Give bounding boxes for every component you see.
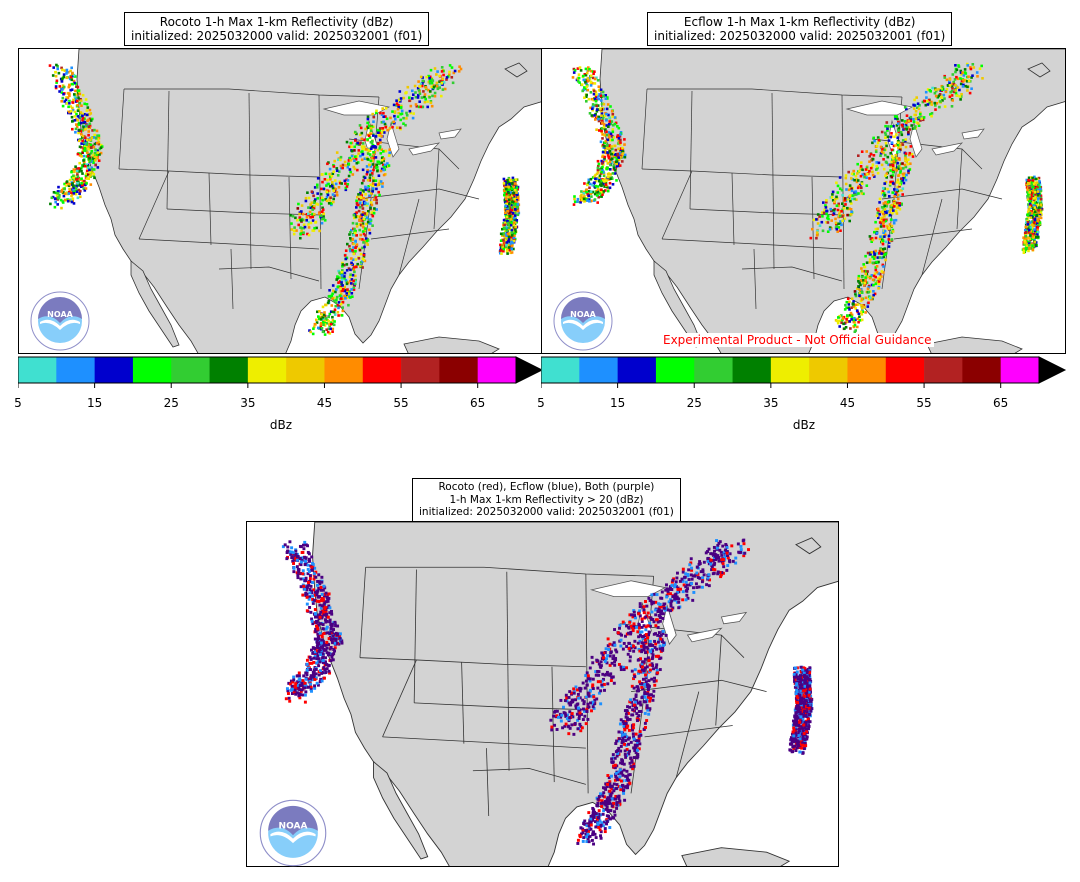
- rocoto-colorbar: [17, 356, 548, 431]
- difference-title-line1: Rocoto (red), Ecflow (blue), Both (purpl…: [438, 481, 655, 493]
- colorbar-segment: [171, 357, 210, 383]
- colorbar-segment: [209, 357, 249, 383]
- disclaimer-text: Experimental Product - Not Official Guid…: [660, 333, 935, 347]
- colorbar-tick-label: 35: [763, 396, 779, 410]
- rocoto-colorbar-title: dBz: [269, 418, 293, 432]
- colorbar-tick-label: 15: [86, 396, 103, 410]
- noaa-logo-icon: NOAA: [553, 291, 613, 351]
- colorbar-segment: [655, 357, 695, 383]
- ecflow-title-line1: Ecflow 1-h Max 1-km Reflectivity (dBz): [683, 15, 916, 29]
- colorbar-segment: [694, 357, 733, 383]
- colorbar-tick-label: 25: [686, 396, 702, 410]
- rocoto-title-line2: initialized: 2025032000 valid: 202503200…: [131, 29, 423, 43]
- noaa-logo-icon: NOAA: [30, 291, 90, 351]
- colorbar-segment: [362, 357, 402, 383]
- colorbar-segment: [94, 357, 134, 383]
- colorbar-segment: [56, 357, 95, 383]
- colorbar-segment: [885, 357, 925, 383]
- rocoto-title-line1: Rocoto 1-h Max 1-km Reflectivity (dBz): [159, 15, 394, 29]
- colorbar-segment: [847, 357, 887, 383]
- difference-map-svg: [247, 522, 838, 866]
- colorbar-extend-arrow: [1039, 357, 1065, 383]
- ecflow-colorbar-title: dBz: [792, 418, 816, 432]
- ecflow-title-line2: initialized: 2025032000 valid: 202503200…: [654, 29, 946, 43]
- colorbar-segment: [1000, 357, 1040, 383]
- colorbar-segment: [579, 357, 618, 383]
- colorbar-segment: [924, 357, 963, 383]
- colorbar-segment: [247, 357, 287, 383]
- colorbar-segment: [324, 357, 364, 383]
- colorbar-tick-label: 65: [993, 396, 1009, 410]
- colorbar-tick-label: 55: [916, 396, 932, 410]
- colorbar-segment: [18, 357, 57, 383]
- colorbar-tick-label: 65: [470, 396, 486, 410]
- colorbar-tick-label: 45: [839, 396, 856, 410]
- colorbar-segment: [477, 357, 517, 383]
- noaa-logo-icon: NOAA: [259, 799, 327, 867]
- ecflow-colorbar-svg: [540, 356, 1067, 388]
- colorbar-segment: [286, 357, 325, 383]
- colorbar-extend-arrow: [516, 357, 542, 383]
- rocoto-panel-title: Rocoto 1-h Max 1-km Reflectivity (dBz) i…: [124, 12, 430, 46]
- colorbar-segment: [809, 357, 848, 383]
- colorbar-segment: [132, 357, 172, 383]
- colorbar-tick-label: 5: [537, 396, 545, 410]
- colorbar-segment: [962, 357, 1001, 383]
- colorbar-tick-label: 5: [14, 396, 22, 410]
- rocoto-map: [18, 48, 543, 354]
- colorbar-tick-label: 45: [316, 396, 333, 410]
- rocoto-map-svg: [19, 49, 542, 353]
- colorbar-segment: [732, 357, 772, 383]
- colorbar-segment: [541, 357, 580, 383]
- rocoto-colorbar-svg: [17, 356, 544, 388]
- difference-title-line2: 1-h Max 1-km Reflectivity > 20 (dBz): [449, 493, 644, 506]
- colorbar-segment: [439, 357, 478, 383]
- ecflow-map-svg: [542, 49, 1065, 353]
- ecflow-colorbar: [540, 356, 1071, 431]
- colorbar-segment: [617, 357, 657, 383]
- difference-map: [246, 521, 839, 867]
- colorbar-segment: [770, 357, 810, 383]
- colorbar-segment: [401, 357, 440, 383]
- difference-panel-title: Rocoto (red), Ecflow (blue), Both (purpl…: [412, 478, 681, 522]
- ecflow-map: Experimental Product - Not Official Guid…: [541, 48, 1066, 354]
- colorbar-tick-label: 25: [163, 396, 179, 410]
- difference-title-line3: initialized: 2025032000 valid: 202503200…: [419, 506, 674, 518]
- colorbar-tick-label: 55: [393, 396, 409, 410]
- ecflow-panel-title: Ecflow 1-h Max 1-km Reflectivity (dBz) i…: [647, 12, 953, 46]
- colorbar-tick-label: 35: [240, 396, 256, 410]
- colorbar-tick-label: 15: [609, 396, 626, 410]
